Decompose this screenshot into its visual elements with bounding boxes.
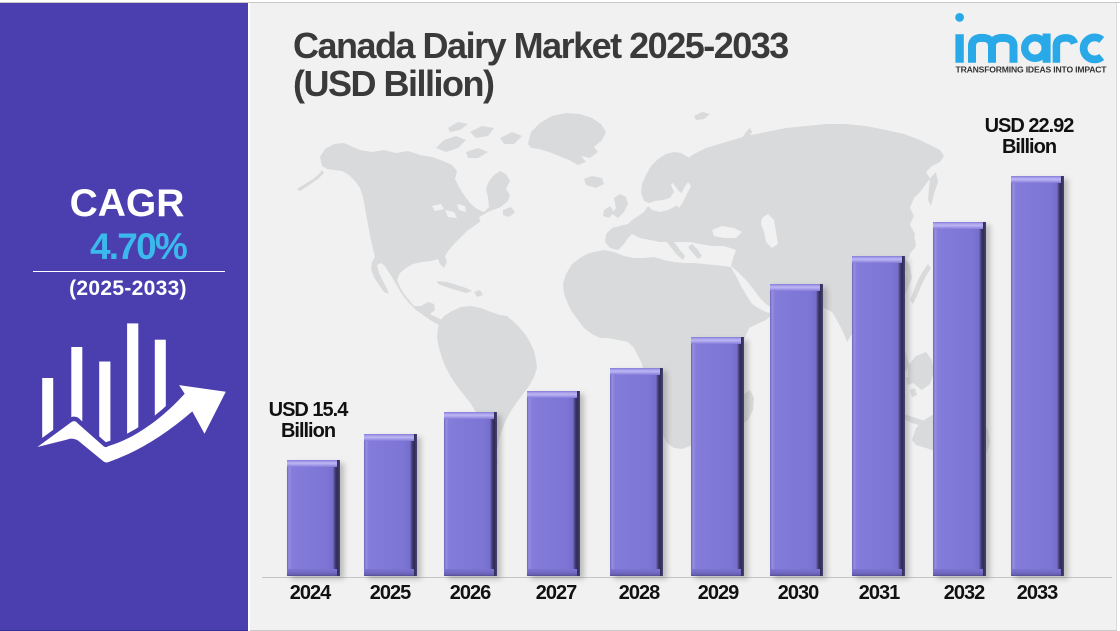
svg-text:TRANSFORMING IDEAS INTO IMPACT: TRANSFORMING IDEAS INTO IMPACT	[956, 64, 1108, 74]
